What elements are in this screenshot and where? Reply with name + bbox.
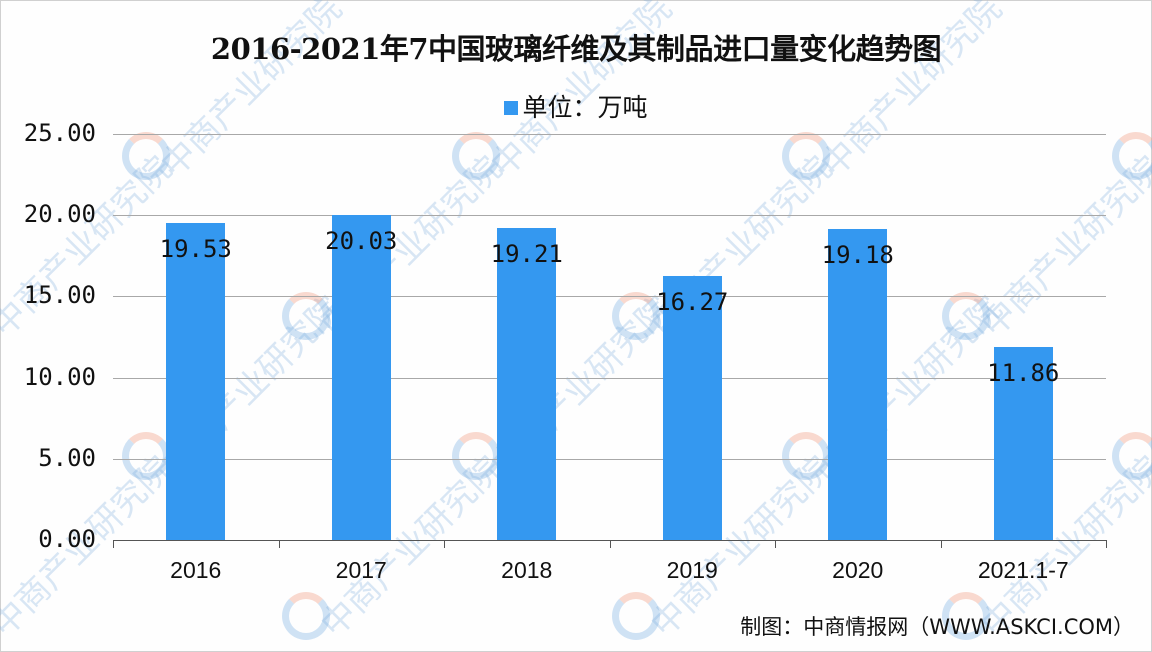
bar-2018: [497, 228, 557, 540]
x-tick-label: 2019: [666, 557, 718, 583]
legend-label: 单位：万吨: [522, 93, 648, 122]
bar-value-label: 20.03: [325, 226, 398, 255]
x-tick-label: 2017: [335, 557, 387, 583]
x-tick-label: 2018: [501, 557, 553, 583]
y-tick-label: 20.00: [23, 200, 96, 229]
gridline: [113, 134, 1106, 135]
x-tick-label: 2016: [170, 557, 222, 583]
bar-2021.1-7: [993, 347, 1053, 540]
legend: 单位：万吨: [0, 88, 1152, 124]
chart-title: 2016-2021年7中国玻璃纤维及其制品进口量变化趋势图: [210, 32, 942, 66]
bar-value-label: 19.21: [490, 240, 563, 269]
gridline: [113, 296, 1106, 298]
x-tick-mark: [775, 540, 776, 548]
y-tick-label: 5.00: [38, 443, 96, 472]
bar-2016: [166, 222, 226, 540]
x-tick-mark: [610, 540, 611, 548]
source-note: 制图：中商情报网（WWW.ASKCI.COM）: [740, 615, 1134, 639]
x-tick-label: 2021.1-7: [977, 557, 1069, 583]
gridline: [113, 458, 1106, 460]
bar-value-label: 19.53: [159, 234, 232, 263]
x-tick-mark: [1106, 540, 1107, 548]
x-tick-mark: [279, 540, 280, 548]
bar-value-label: 19.18: [821, 240, 894, 269]
gridline: [113, 377, 1106, 379]
x-tick-label: 2020: [832, 557, 884, 583]
x-tick-mark: [444, 540, 445, 548]
bar-value-label: 16.27: [656, 287, 729, 316]
y-tick-label: 0.00: [38, 525, 96, 553]
x-axis-line: [113, 540, 1106, 541]
y-tick-label: 10.00: [23, 362, 96, 391]
x-tick-mark: [941, 540, 942, 548]
bar-2020: [828, 228, 888, 540]
bar-value-label: 11.86: [987, 359, 1060, 388]
x-tick-mark: [113, 540, 114, 548]
plot-area: 0.00 5.00 10.00 15.00 20.00 25.00 19.53 2016 20.…: [24, 119, 1107, 583]
bar-2017: [331, 214, 391, 540]
y-tick-label: 15.00: [23, 281, 96, 310]
gridline: [113, 215, 1106, 217]
y-tick-label: 25.00: [23, 119, 96, 147]
bar-2019: [662, 275, 722, 540]
legend-swatch-icon: [504, 101, 519, 115]
